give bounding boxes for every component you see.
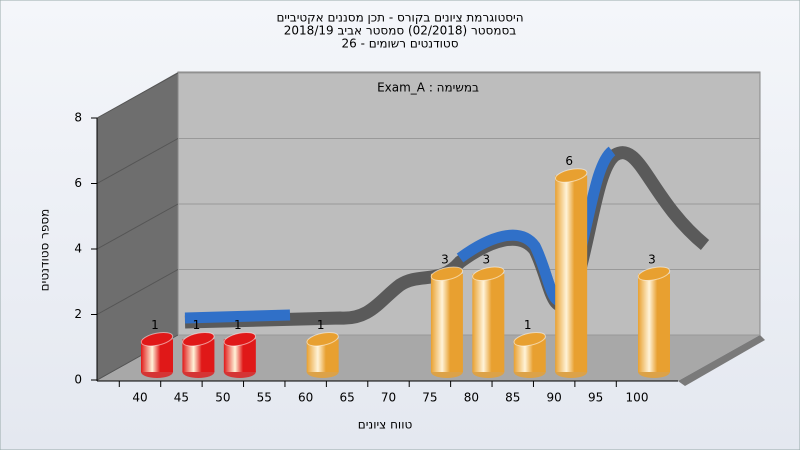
bar-top: [554, 168, 588, 183]
bar: [306, 332, 339, 378]
bar: [140, 332, 174, 378]
y-tick-label: 6: [74, 176, 82, 190]
bars: 1 1 1 1 3 3 1 6 3: [140, 154, 671, 378]
data-label: 3: [483, 252, 491, 266]
x-tick-label: 65: [339, 391, 354, 405]
x-tick-label: 60: [298, 391, 313, 405]
grid-line: [96, 138, 179, 184]
data-label: 3: [648, 252, 656, 266]
y-tick-label: 0: [74, 373, 82, 387]
data-label: 1: [234, 318, 242, 332]
x-tick-label: 100: [626, 391, 649, 405]
y-tick-label: 8: [74, 111, 82, 125]
data-label: 1: [193, 318, 201, 332]
x-tick-label: 90: [547, 391, 562, 405]
x-tick-label: 75: [422, 391, 437, 405]
x-tick-label: 70: [381, 391, 396, 405]
data-label: 6: [565, 154, 573, 168]
bar-top: [513, 332, 546, 347]
bar: [554, 168, 588, 378]
x-tick-label: 85: [505, 391, 520, 405]
bar: [182, 332, 215, 378]
bar: [513, 332, 546, 378]
bar-body: [638, 273, 670, 372]
x-tick-label: 55: [257, 391, 272, 405]
y-tick-label: 2: [74, 307, 82, 321]
data-label: 1: [524, 318, 532, 332]
grid-line: [96, 269, 179, 315]
trend-ribbon-front: [184, 146, 616, 324]
x-tick-label: 50: [215, 391, 230, 405]
bar-top: [223, 332, 257, 347]
floor: [97, 335, 760, 381]
grid-line: [96, 203, 179, 250]
y-tick-label: 4: [74, 242, 82, 256]
x-tick-label: 45: [174, 391, 189, 405]
chart-title: סטודנטים רשומים - 26: [341, 37, 458, 51]
data-label: 1: [151, 318, 159, 332]
bar-top: [140, 332, 174, 347]
chart-title: בסמסטר (02/2018) סמסטר אביב 2018/19: [284, 24, 516, 38]
floor-edge: [678, 335, 765, 386]
grid-line: [96, 72, 179, 119]
x-tick-label: 40: [132, 391, 147, 405]
bar: [472, 266, 505, 378]
bar-top: [306, 332, 339, 347]
annotation: במשימה : Exam_A: [377, 81, 479, 95]
x-axis-label: טווח ציונים: [358, 418, 413, 432]
bar-body: [472, 273, 505, 372]
bar-body: [555, 175, 588, 372]
x-tick-label: 95: [588, 391, 603, 405]
data-label: 1: [317, 318, 325, 332]
x-tick-label: 80: [464, 391, 479, 405]
bar: [430, 266, 464, 378]
bar-top: [430, 266, 464, 281]
bar-top: [637, 266, 671, 281]
bar: [637, 266, 671, 378]
bar: [223, 332, 257, 378]
bar-body: [430, 273, 463, 372]
bar-top: [182, 332, 215, 347]
bar-top: [472, 266, 505, 281]
data-label: 3: [441, 252, 449, 266]
chart-title: היסטוגרמת ציונים בקורס - תכן מסננים אקטי…: [276, 11, 523, 25]
y-axis-label: מספר סטודנטים: [38, 209, 52, 292]
